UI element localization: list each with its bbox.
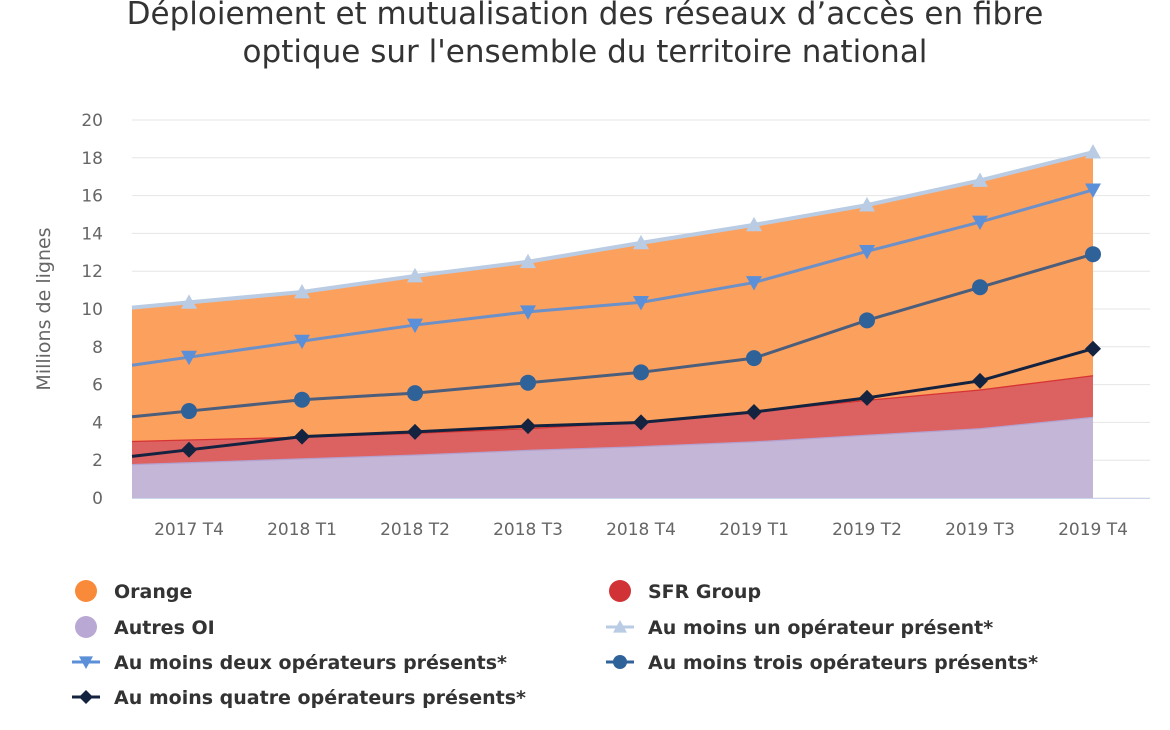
y-axis-ticks: 0 2 4 6 8 10 12 14 16 18 20 [81, 111, 103, 509]
legend-label: Au moins quatre opérateurs présents* [114, 687, 526, 709]
diamond-marker [972, 372, 988, 389]
series-4 [131, 340, 1101, 458]
y-tick-label: 2 [92, 451, 103, 471]
chart-title-line-1: Déploiement et mutualisation des réseaux… [127, 0, 1044, 32]
series-1 [131, 144, 1101, 310]
triangle-down-marker [294, 334, 310, 350]
series-2 [131, 183, 1101, 367]
legend-item[interactable]: Au moins trois opérateurs présents* [606, 652, 1038, 674]
circle-marker [294, 391, 310, 408]
y-tick-label: 6 [92, 376, 103, 396]
legend-item[interactable]: Autres OI [75, 616, 215, 639]
y-tick-label: 20 [81, 111, 103, 131]
x-tick-label: 2019 T1 [719, 520, 789, 540]
diamond-marker [407, 423, 423, 440]
circle-marker [633, 364, 649, 381]
y-tick-label: 10 [81, 300, 103, 320]
triangle-down-marker [972, 215, 988, 231]
x-tick-label: 2018 T3 [493, 520, 563, 540]
triangle-down-marker [746, 276, 762, 291]
circle-marker [972, 279, 988, 296]
triangle-up-marker [613, 620, 627, 633]
series-3 [131, 246, 1101, 420]
legend-label: Orange [114, 581, 192, 603]
y-tick-label: 8 [92, 338, 103, 358]
circle-marker [1085, 246, 1101, 263]
diamond-marker [79, 690, 93, 704]
chart-title-line-2: optique sur l'ensemble du territoire nat… [243, 34, 928, 70]
legend-item[interactable]: Au moins quatre opérateurs présents* [72, 687, 526, 709]
triangle-up-marker [294, 283, 310, 299]
stacked-areas [131, 150, 1094, 498]
y-tick-label: 18 [81, 149, 103, 169]
triangle-down-marker [1085, 183, 1101, 198]
circle-marker [407, 385, 423, 402]
triangle-up-marker [859, 197, 875, 212]
legend-label: SFR Group [648, 581, 761, 603]
legend-swatch [609, 580, 631, 602]
series-line [131, 252, 1094, 419]
circle-marker [613, 655, 627, 669]
x-tick-label: 2019 T2 [832, 520, 902, 540]
triangle-down-marker [520, 305, 536, 320]
legend-item[interactable]: Orange [75, 580, 192, 603]
triangle-up-marker [407, 267, 423, 283]
legend-label: Au moins trois opérateurs présents* [648, 652, 1038, 674]
legend-item[interactable]: Au moins deux opérateurs présents* [72, 652, 507, 674]
x-tick-label: 2018 T1 [267, 520, 337, 540]
legend-swatch [75, 580, 97, 602]
series-line [131, 347, 1094, 458]
legend: Orange SFR Group Autres OI Au moins un opér… [72, 580, 1038, 709]
y-tick-label: 0 [92, 489, 103, 509]
series-line [131, 188, 1094, 367]
triangle-up-marker [633, 234, 649, 250]
triangle-down-marker [407, 318, 423, 334]
legend-item[interactable]: SFR Group [609, 580, 761, 603]
series-lines [131, 144, 1101, 458]
diamond-marker [746, 404, 762, 421]
triangle-up-marker [746, 216, 762, 232]
y-axis-label: Millions de lignes [33, 227, 55, 390]
y-tick-label: 16 [81, 187, 103, 207]
circle-marker [746, 350, 762, 367]
x-tick-label: 2019 T4 [1058, 520, 1128, 540]
circle-marker [520, 374, 536, 391]
triangle-down-marker [181, 350, 197, 366]
area-orange [132, 152, 1093, 441]
legend-label: Autres OI [114, 617, 215, 639]
y-tick-label: 4 [92, 413, 103, 433]
x-tick-label: 2018 T2 [380, 520, 450, 540]
diamond-marker [633, 414, 649, 431]
series-line [131, 150, 1094, 310]
x-axis-ticks: 2017 T4 2018 T1 2018 T2 2018 T3 2018 T4 2019 … [154, 520, 1128, 540]
triangle-up-marker [972, 172, 988, 187]
x-tick-label: 2017 T4 [154, 520, 224, 540]
circle-marker [859, 312, 875, 329]
legend-label: Au moins deux opérateurs présents* [114, 652, 507, 674]
legend-swatch [75, 616, 97, 638]
x-tick-label: 2018 T4 [606, 520, 676, 540]
triangle-down-marker [79, 656, 93, 669]
area-sfr-group [132, 375, 1093, 464]
diamond-marker [181, 441, 197, 458]
diamond-marker [859, 389, 875, 406]
triangle-up-marker [520, 253, 536, 269]
x-tick-label: 2019 T3 [945, 520, 1015, 540]
y-tick-label: 12 [81, 262, 103, 282]
legend-label: Au moins un opérateur présent* [648, 617, 993, 639]
area-autres-oi [132, 416, 1093, 498]
circle-marker [181, 403, 197, 420]
diamond-marker [520, 418, 536, 435]
triangle-up-marker [181, 294, 197, 309]
triangle-down-marker [859, 244, 875, 260]
diamond-marker [1085, 340, 1101, 357]
diamond-marker [294, 428, 310, 445]
triangle-down-marker [633, 295, 649, 311]
legend-item[interactable]: Au moins un opérateur présent* [606, 617, 993, 639]
y-tick-label: 14 [81, 224, 103, 244]
triangle-up-marker [1085, 144, 1101, 159]
